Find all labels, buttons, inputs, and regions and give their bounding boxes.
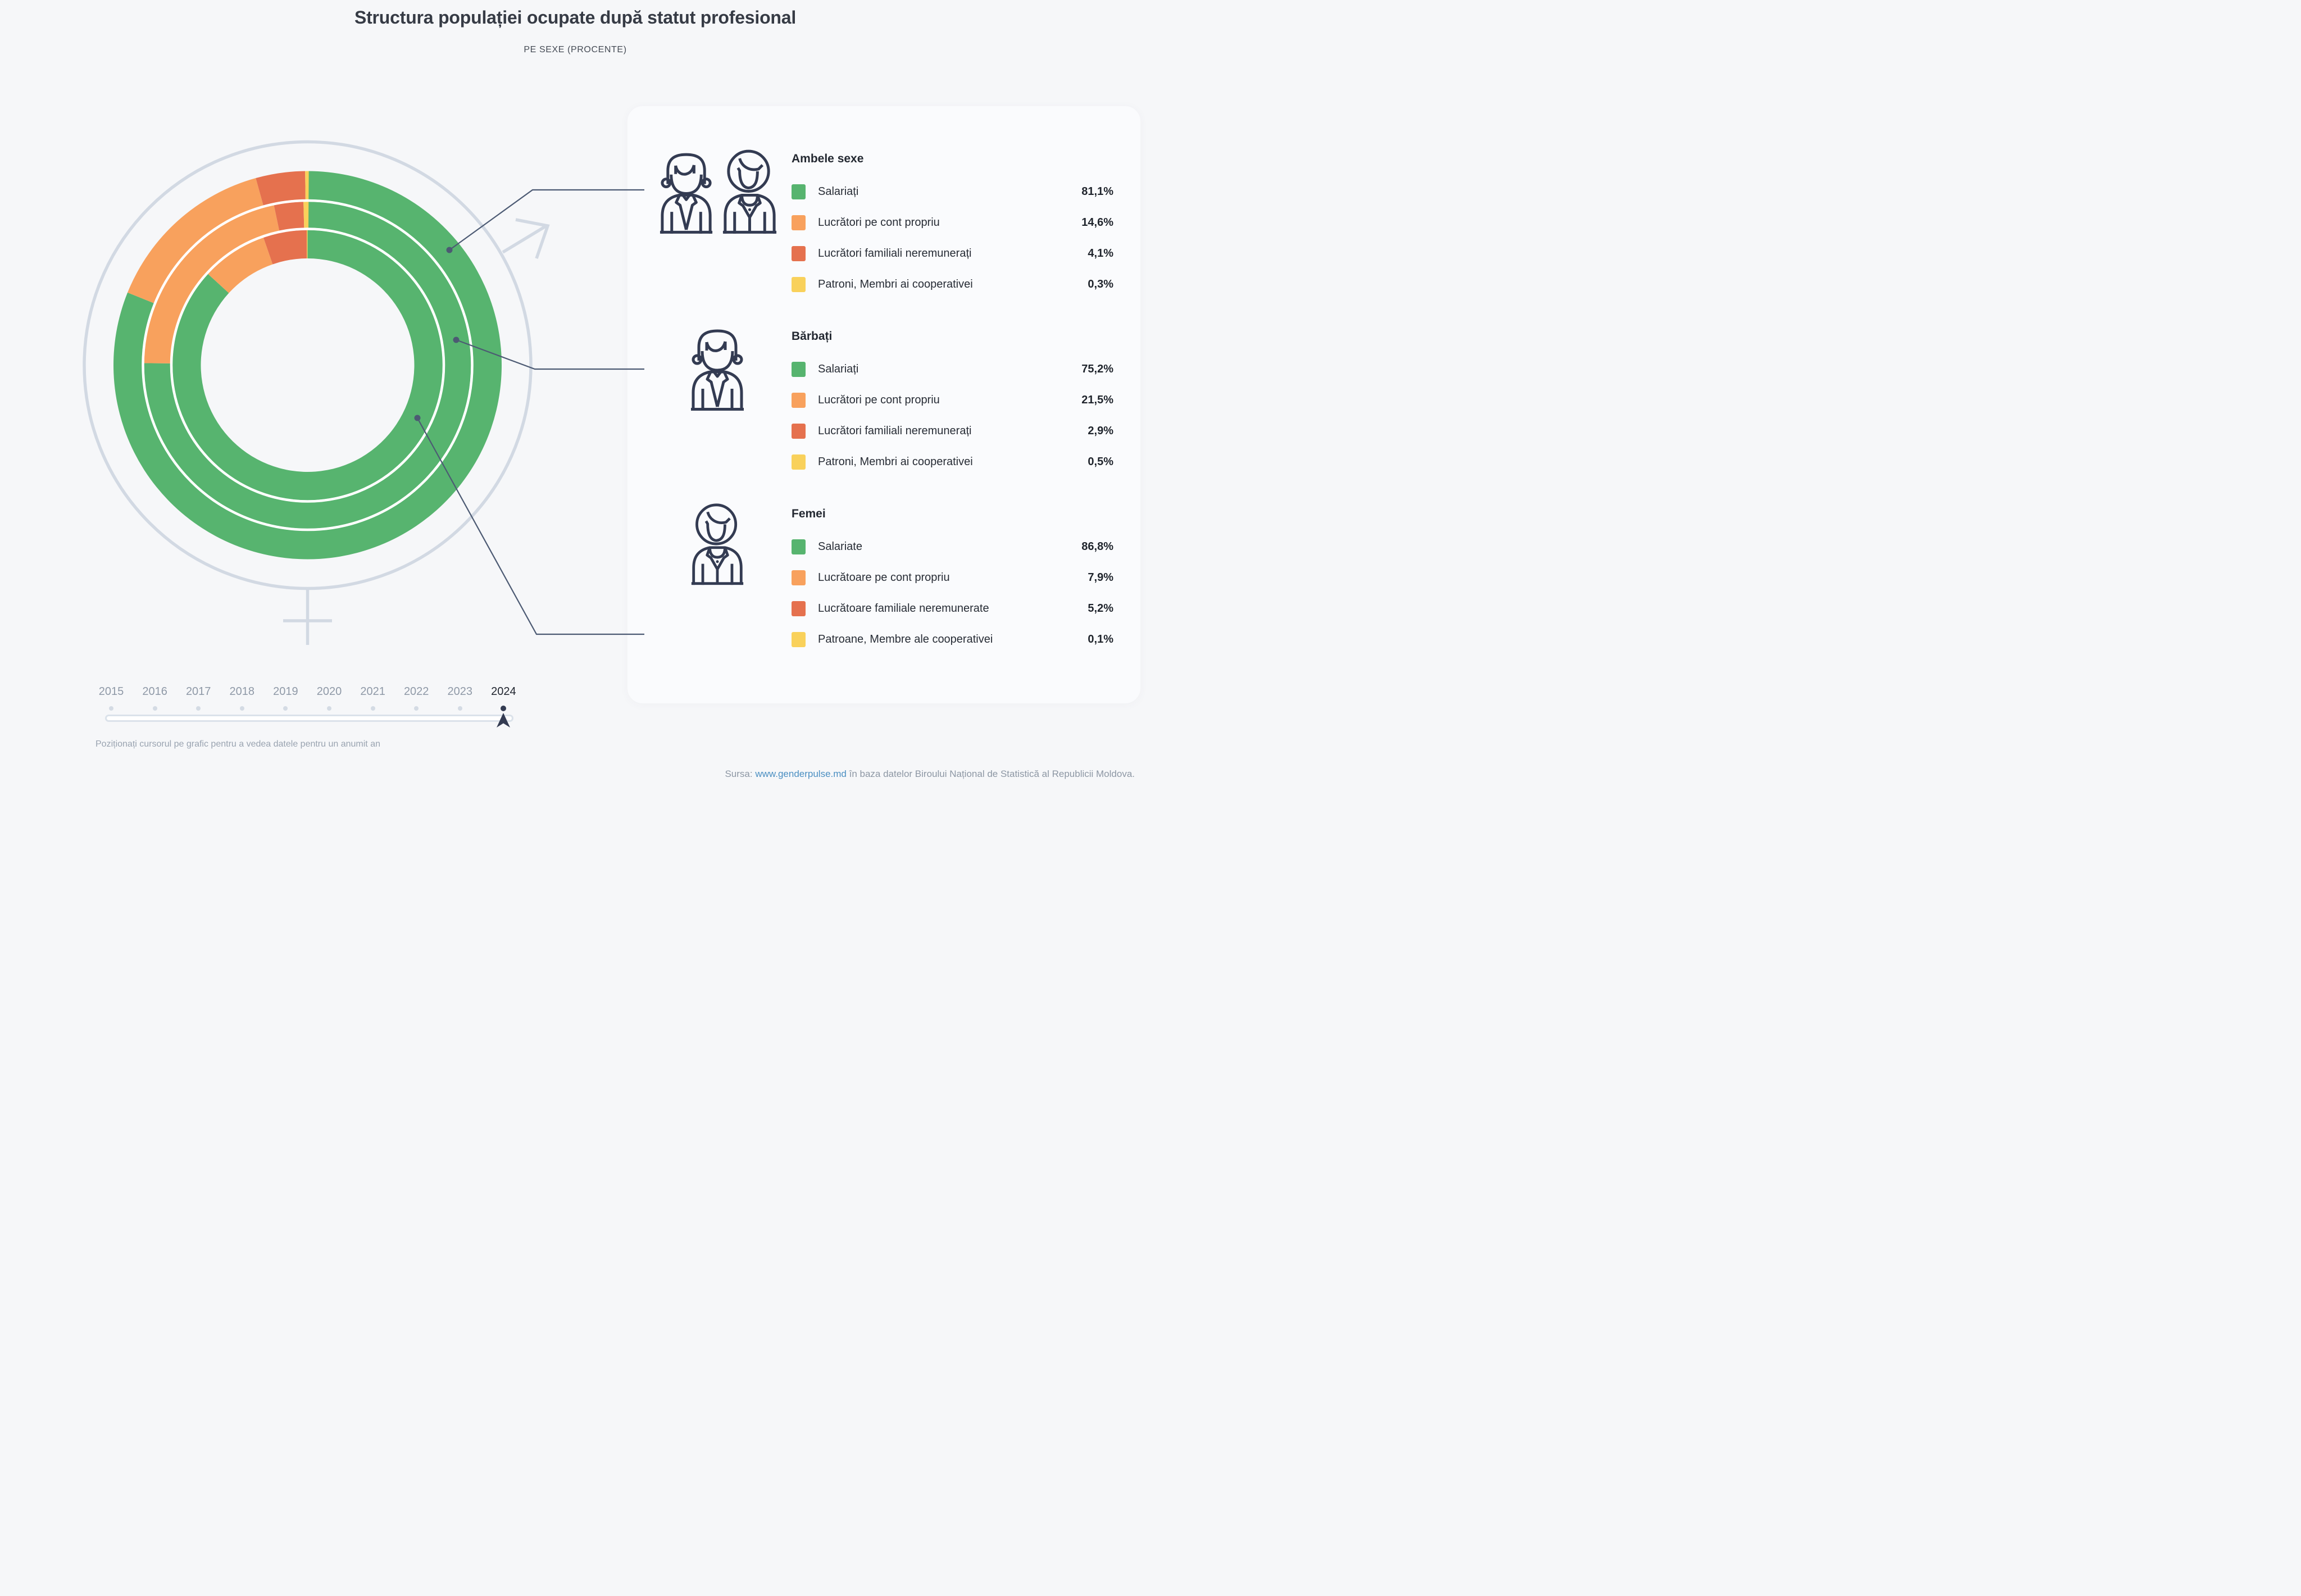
year-dot-2017[interactable] [196, 706, 201, 711]
legend-value: 7,9% [1088, 571, 1113, 584]
legend-label: Salariate [818, 540, 862, 553]
year-dot-2018[interactable] [239, 706, 244, 711]
source-prefix: Sursa: [725, 769, 753, 779]
year-dot-2022[interactable] [414, 706, 419, 711]
legend-color-chip [792, 246, 806, 261]
legend-value: 86,8% [1081, 540, 1113, 553]
year-dot-2024[interactable] [501, 706, 507, 711]
man-icon [691, 329, 744, 411]
year-label-2020[interactable]: 2020 [316, 685, 342, 698]
legend-item: Lucrători familiali neremunerați 2,9% [792, 416, 1113, 447]
legend-color-chip [792, 539, 806, 554]
year-dot-2016[interactable] [152, 706, 157, 711]
legend-label: Lucrătoare pe cont propriu [818, 571, 950, 584]
year-label-2023[interactable]: 2023 [447, 685, 473, 698]
legend-item: Lucrători familiali neremunerați 4,1% [792, 238, 1113, 269]
legend-value: 2,9% [1088, 425, 1113, 437]
legend-value: 75,2% [1081, 363, 1113, 375]
year-label-2018[interactable]: 2018 [229, 685, 255, 698]
legend-item: Lucrători pe cont propriu 21,5% [792, 385, 1113, 416]
year-dot-2023[interactable] [457, 706, 462, 711]
legend-value: 4,1% [1088, 247, 1113, 260]
legend-value: 0,5% [1088, 456, 1113, 468]
legend-item: Patroni, Membri ai cooperativei 0,3% [792, 269, 1113, 300]
legend-item: Lucrători pe cont propriu 14,6% [792, 207, 1113, 238]
legend-value: 21,5% [1081, 394, 1113, 406]
legend-group-femei: Femei Salariate 86,8% Lucrătoare pe cont… [792, 506, 1113, 655]
year-dot-2019[interactable] [283, 706, 288, 711]
group-heading: Femei [792, 507, 826, 520]
source-note: Sursa: www.genderpulse.md în baza datelo… [725, 769, 1135, 780]
year-label-2016[interactable]: 2016 [142, 685, 167, 698]
woman-icon [691, 503, 744, 585]
legend-label: Lucrători familiali neremunerați [818, 247, 972, 260]
legend-panel [627, 106, 1140, 703]
legend-label: Patroane, Membre ale cooperativei [818, 633, 993, 645]
callout-line-ambele-sexe [449, 189, 644, 251]
legend-color-chip [792, 424, 806, 439]
legend-value: 14,6% [1081, 216, 1113, 229]
male-symbol-arrow [502, 218, 550, 259]
donut-rings [113, 171, 502, 560]
legend-color-chip [792, 601, 806, 616]
donut-segment-Ambele sexe-Lucrători familiali neremunerați[interactable] [256, 171, 306, 206]
legend-label: Salariați [818, 363, 859, 375]
source-suffix: în baza datelor Biroului Național de Sta… [849, 769, 1135, 779]
legend-color-chip [792, 393, 806, 408]
slider-cursor[interactable] [497, 713, 511, 727]
legend-item: Salariați 81,1% [792, 176, 1113, 207]
legend-item: Salariați 75,2% [792, 354, 1113, 385]
legend-color-chip [792, 362, 806, 377]
legend-color-chip [792, 570, 806, 585]
legend-group-ambele-sexe: Ambele sexe Salariați 81,1% Lucrători pe… [792, 151, 1113, 300]
year-label-2019[interactable]: 2019 [273, 685, 298, 698]
page-subtitle: PE SEXE (PROCENTE) [524, 45, 627, 54]
year-label-2017[interactable]: 2017 [185, 685, 211, 698]
legend-color-chip [792, 454, 806, 470]
legend-item: Lucrătoare familiale neremunerate 5,2% [792, 593, 1113, 624]
legend-item: Lucrătoare pe cont propriu 7,9% [792, 562, 1113, 593]
legend-color-chip [792, 632, 806, 647]
legend-label: Lucrători pe cont propriu [818, 216, 940, 229]
legend-label: Lucrători familiali neremunerați [818, 425, 972, 437]
female-symbol-cross [283, 589, 332, 645]
legend-label: Patroni, Membri ai cooperativei [818, 278, 973, 290]
legend-color-chip [792, 184, 806, 199]
year-label-2015[interactable]: 2015 [98, 685, 124, 698]
year-dot-2015[interactable] [109, 706, 113, 711]
group-heading: Bărbați [792, 330, 833, 343]
legend-value: 81,1% [1081, 185, 1113, 198]
page-title: Structura populației ocupate după statut… [354, 7, 797, 28]
legend-label: Lucrătoare familiale neremunerate [818, 602, 989, 615]
slider-track[interactable] [105, 715, 513, 722]
donut-segment-Bărbați-Lucrători familiali neremunerați[interactable] [274, 202, 304, 231]
year-label-2021[interactable]: 2021 [360, 685, 385, 698]
legend-value: 5,2% [1088, 602, 1113, 615]
legend-item: Salariate 86,8% [792, 531, 1113, 562]
slider-caption: Poziționați cursorul pe grafic pentru a … [96, 739, 380, 749]
page: Structura populației ocupate după statut… [0, 0, 1150, 798]
year-dot-2020[interactable] [327, 706, 331, 711]
year-label-2024[interactable]: 2024 [491, 685, 516, 698]
donut-segment-Bărbați-Patroni, Membri ai cooperativei[interactable] [303, 202, 309, 228]
source-link[interactable]: www.genderpulse.md [755, 769, 847, 779]
legend-value: 0,3% [1088, 278, 1113, 290]
legend-color-chip [792, 277, 806, 292]
man-woman-icon [660, 149, 777, 234]
legend-value: 0,1% [1088, 633, 1113, 645]
legend-label: Lucrători pe cont propriu [818, 394, 940, 406]
legend-item: Patroane, Membre ale cooperativei 0,1% [792, 624, 1113, 655]
donut-segment-Ambele sexe-Patroni, Membri ai cooperativei[interactable] [305, 171, 309, 200]
legend-group-barbati: Bărbați Salariați 75,2% Lucrători pe con… [792, 329, 1113, 478]
legend-color-chip [792, 215, 806, 230]
legend-label: Patroni, Membri ai cooperativei [818, 456, 973, 468]
legend-label: Salariați [818, 185, 859, 198]
year-dot-2021[interactable] [370, 706, 375, 711]
legend-item: Patroni, Membri ai cooperativei 0,5% [792, 447, 1113, 478]
group-heading: Ambele sexe [792, 152, 864, 165]
year-label-2022[interactable]: 2022 [403, 685, 429, 698]
